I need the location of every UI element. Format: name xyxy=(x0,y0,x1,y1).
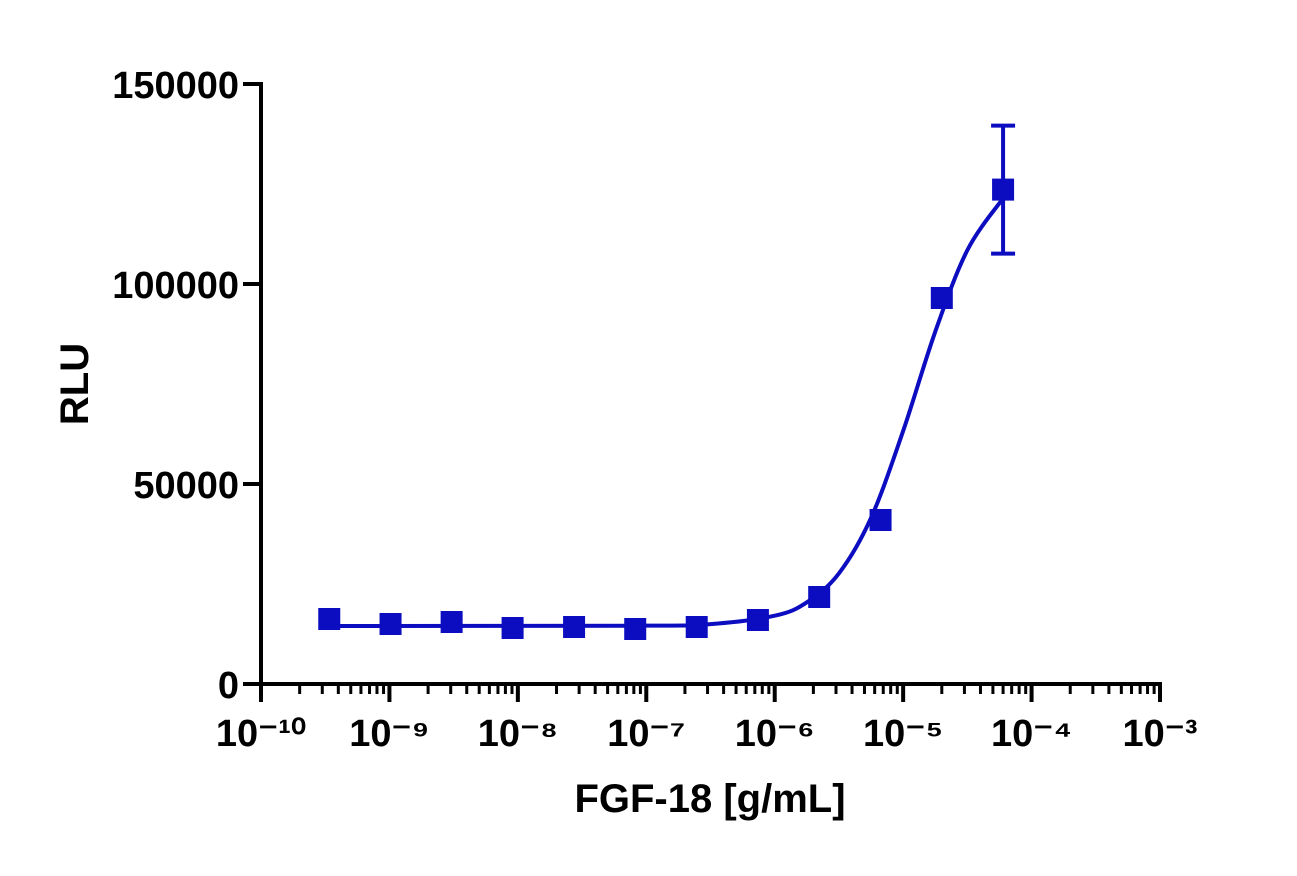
point xyxy=(440,611,463,633)
point xyxy=(379,613,402,635)
x-axis-title: FGF-18 [g/mL] xyxy=(574,777,845,821)
point xyxy=(746,609,769,631)
point xyxy=(685,616,708,638)
fit-curve xyxy=(329,197,1005,628)
y-tick-label: 50000 xyxy=(133,465,239,507)
x-tick-label: 10⁻⁶ xyxy=(735,713,815,755)
point xyxy=(624,618,647,640)
point xyxy=(318,608,341,630)
y-tick-label: 100000 xyxy=(112,265,239,307)
point xyxy=(501,617,524,639)
x-tick-label: 10⁻³ xyxy=(1123,713,1198,755)
x-tick-label: 10⁻¹⁰ xyxy=(216,713,306,755)
y-tick-label: 150000 xyxy=(112,65,239,107)
y-axis-title: RLU xyxy=(53,343,97,425)
x-tick-label: 10⁻⁴ xyxy=(991,713,1072,755)
point xyxy=(808,586,831,608)
point xyxy=(869,509,892,531)
x-tick-label: 10⁻⁹ xyxy=(349,713,429,755)
point xyxy=(563,616,586,638)
x-tick-label: 10⁻⁷ xyxy=(607,713,685,755)
x-tick-label: 10⁻⁵ xyxy=(863,713,943,755)
y-tick-label: 0 xyxy=(218,665,239,707)
point xyxy=(992,178,1015,201)
x-tick-label: 10⁻⁸ xyxy=(478,713,558,755)
point xyxy=(930,287,953,309)
